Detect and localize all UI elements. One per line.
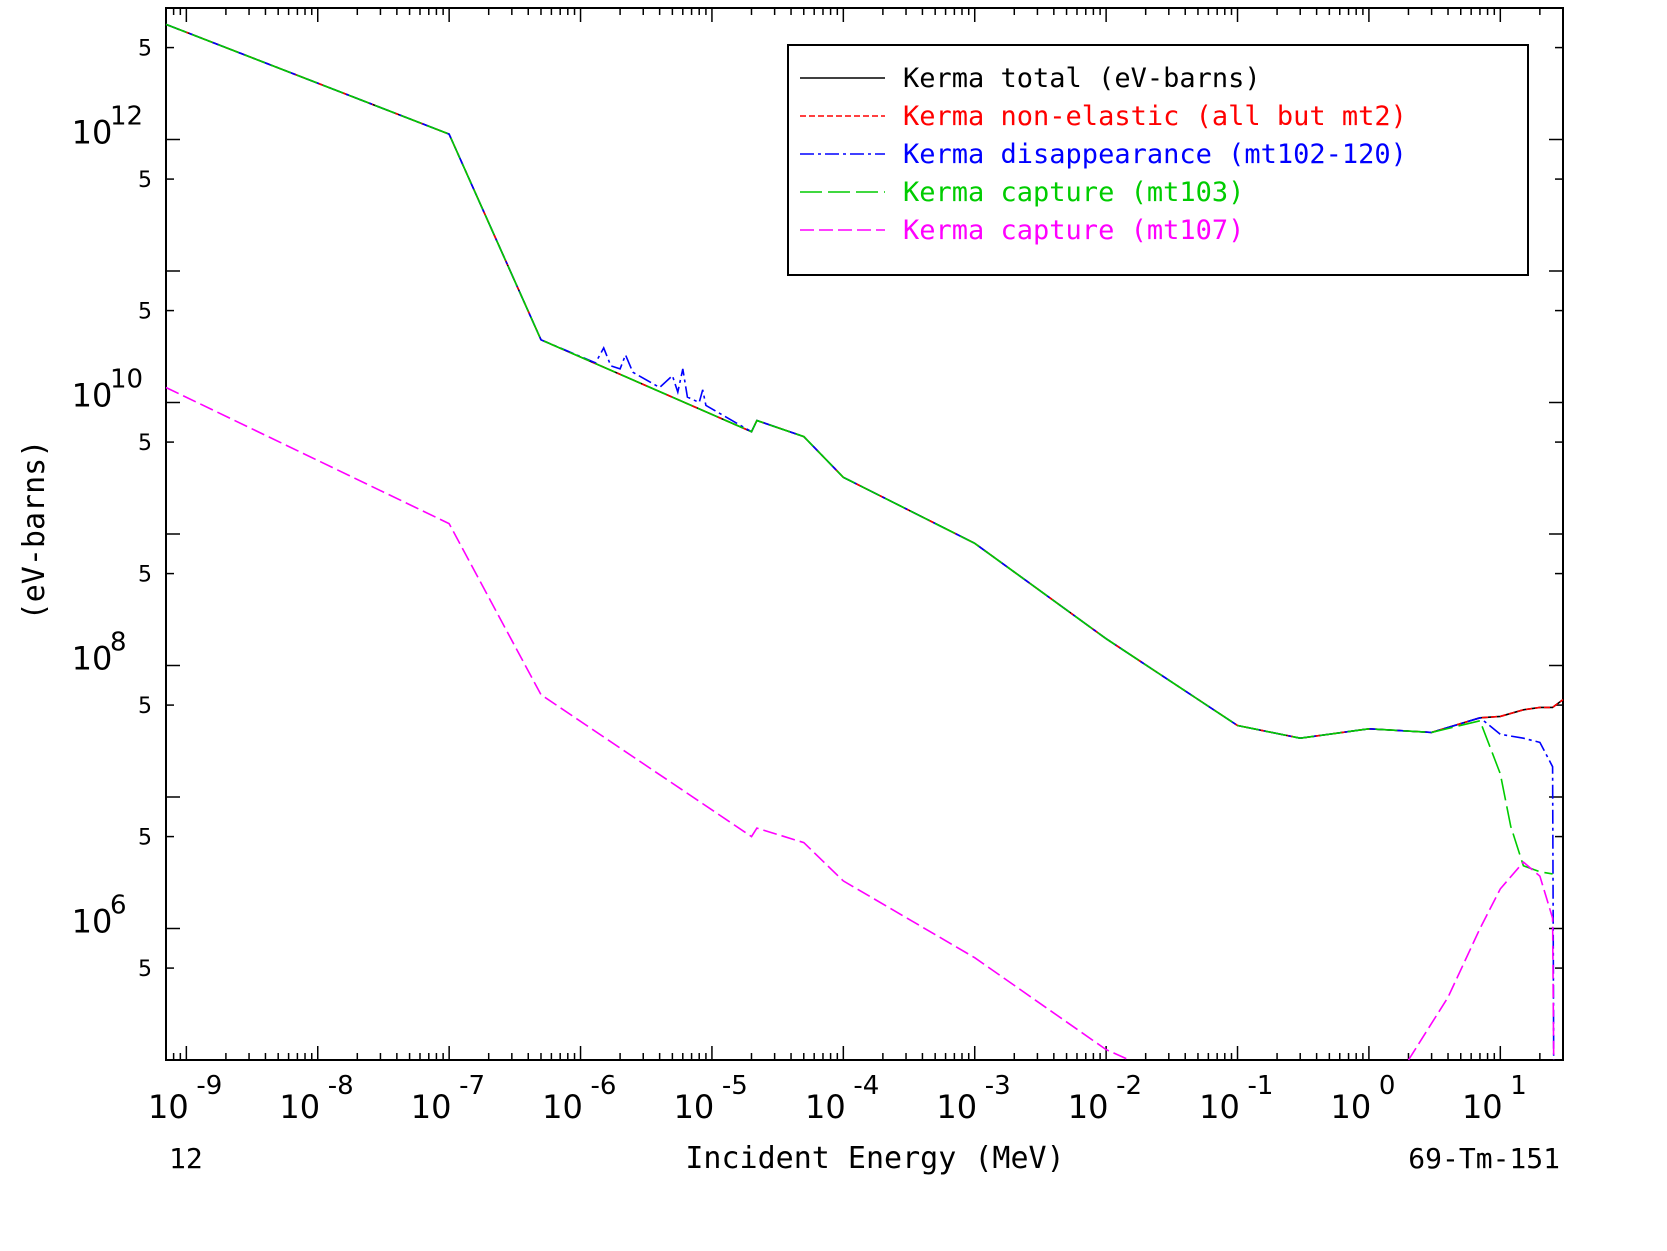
series-line-5-segment (1407, 860, 1555, 1061)
series-line-4 (165, 23, 1553, 875)
x-tick-label: 10 (1331, 1088, 1372, 1126)
x-tick-label: 10 (279, 1088, 320, 1126)
y-axis-label: (eV-barns) (17, 440, 52, 621)
y-minor-tick-label: 5 (138, 826, 152, 851)
footer-right: 69-Tm-151 (1408, 1142, 1560, 1175)
x-tick-exponent: -7 (459, 1071, 485, 1101)
x-tick-label: 10 (411, 1088, 452, 1126)
y-minor-tick-label: 5 (138, 37, 152, 62)
x-tick-exponent: -4 (853, 1071, 879, 1101)
x-tick-exponent: 1 (1510, 1071, 1527, 1101)
x-tick-exponent: 0 (1379, 1071, 1396, 1101)
y-tick-label: 10 (72, 903, 113, 941)
x-tick-exponent: -5 (722, 1071, 748, 1101)
x-tick-exponent: -6 (591, 1071, 617, 1101)
x-tick-exponent: -3 (985, 1071, 1011, 1101)
y-minor-tick-label: 5 (138, 300, 152, 325)
y-minor-tick-label: 5 (138, 431, 152, 456)
y-tick-label: 10 (72, 114, 113, 152)
x-tick-exponent: -8 (328, 1071, 354, 1101)
x-tick-label: 10 (1462, 1088, 1503, 1126)
y-tick-label: 10 (72, 640, 113, 678)
y-tick-exponent: 12 (110, 102, 143, 132)
y-tick-exponent: 10 (110, 365, 143, 395)
x-tick-label: 10 (1199, 1088, 1240, 1126)
legend-box (787, 44, 1529, 276)
series-layer (165, 23, 1564, 1061)
y-minor-tick-label: 5 (138, 168, 152, 193)
x-tick-exponent: -2 (1116, 1071, 1142, 1101)
legend: Kerma total (eV-barns) Kerma non-elastic … (787, 44, 1529, 276)
x-axis-label: Incident Energy (MeV) (685, 1141, 1064, 1176)
x-tick-label: 10 (674, 1088, 715, 1126)
x-tick-exponent: -1 (1248, 1071, 1274, 1101)
x-tick-label: 10 (542, 1088, 583, 1126)
x-tick-label: 10 (1068, 1088, 1109, 1126)
series-line-3 (165, 23, 1555, 1061)
footer-left: 12 (169, 1142, 203, 1175)
legend-label: Kerma total (eV-barns) (903, 63, 1261, 94)
series-line-5 (165, 386, 1130, 1061)
legend-label: Kerma disappearance (mt102-120) (903, 139, 1407, 170)
y-tick-label: 10 (72, 377, 113, 415)
y-minor-tick-label: 5 (138, 694, 152, 719)
y-tick-exponent: 8 (110, 628, 127, 658)
minor-ticks (165, 7, 1564, 1061)
x-tick-exponent: -9 (196, 1071, 222, 1101)
x-tick-label: 10 (148, 1088, 189, 1126)
legend-label: Kerma capture (mt107) (903, 215, 1244, 246)
legend-label: Kerma non-elastic (all but mt2) (903, 101, 1407, 132)
legend-label: Kerma capture (mt103) (903, 177, 1244, 208)
y-tick-exponent: 6 (110, 891, 127, 921)
x-tick-label: 10 (936, 1088, 977, 1126)
x-tick-label: 10 (805, 1088, 846, 1126)
y-minor-tick-label: 5 (138, 563, 152, 588)
y-minor-tick-label: 5 (138, 957, 152, 982)
x-tick-labels: 10-910-810-710-610-510-410-310-210-11001… (148, 1071, 1527, 1126)
